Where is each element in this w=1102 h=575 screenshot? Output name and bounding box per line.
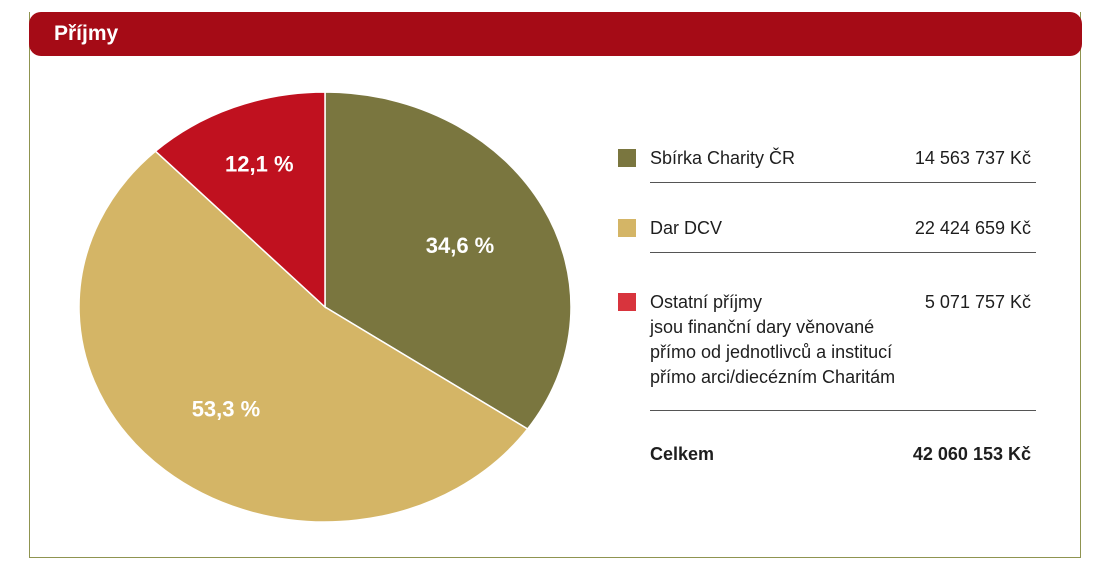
legend-amount-dar-dcv: 22 424 659 Kč bbox=[914, 218, 1031, 238]
legend-note-line: jsou finanční dary věnované bbox=[650, 317, 875, 337]
slice-label-sbirka: 34,6 % bbox=[426, 233, 495, 258]
legend-amount-ostatni: 5 071 757 Kč bbox=[924, 292, 1031, 312]
legend-swatch-sbirka bbox=[618, 149, 636, 167]
legend-swatch-ostatni bbox=[618, 293, 636, 311]
legend-note-line: přímo arci/diecézním Charitám bbox=[650, 367, 896, 387]
legend-swatch-dar-dcv bbox=[618, 219, 636, 237]
total-label: Celkem bbox=[650, 444, 715, 464]
legend-divider bbox=[650, 252, 1036, 253]
slice-label-ostatni: 12,1 % bbox=[225, 151, 294, 176]
legend-label-sbirka: Sbírka Charity ČR bbox=[650, 148, 796, 168]
page-title: Příjmy bbox=[54, 22, 119, 45]
legend-divider bbox=[650, 182, 1036, 183]
chart-frame bbox=[29, 12, 1081, 558]
legend-label-dar-dcv: Dar DCV bbox=[650, 218, 723, 238]
legend-amount-sbirka: 14 563 737 Kč bbox=[914, 148, 1031, 168]
legend-label-ostatni: Ostatní příjmy bbox=[650, 292, 763, 312]
section-header bbox=[29, 12, 1082, 56]
slice-label-dar-dcv: 53,3 % bbox=[192, 396, 261, 421]
legend-divider bbox=[650, 410, 1036, 411]
pie-slice-ostatni bbox=[154, 91, 326, 309]
pie-slice-dar-dcv bbox=[78, 150, 529, 523]
pie-slice-sbirka bbox=[324, 91, 572, 430]
total-amount: 42 060 153 Kč bbox=[912, 444, 1031, 464]
legend-note-ostatni: jsou finanční dary věnované přímo od jed… bbox=[650, 315, 895, 390]
legend-note-line: přímo od jednotlivců a institucí bbox=[650, 342, 893, 362]
